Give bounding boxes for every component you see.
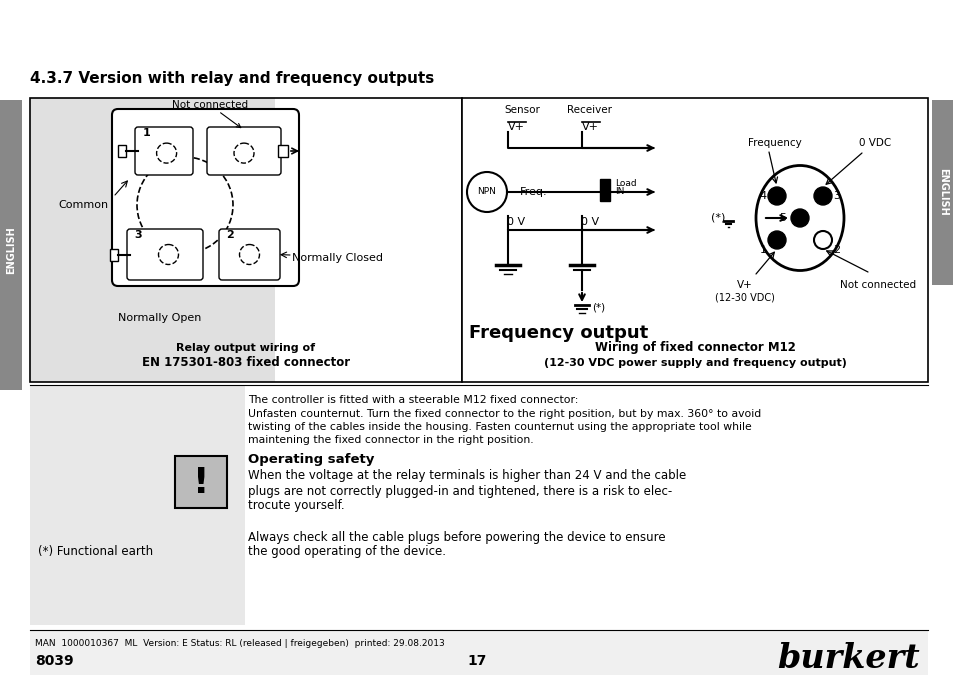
Text: Always check all the cable plugs before powering the device to ensure: Always check all the cable plugs before … (248, 531, 665, 544)
Text: V+: V+ (581, 122, 598, 132)
FancyBboxPatch shape (219, 229, 280, 280)
Bar (0, 100, 22, 390)
Text: Freq.: Freq. (519, 187, 547, 197)
Text: EN 175301-803 fixed connector: EN 175301-803 fixed connector (142, 357, 350, 370)
Text: Operating safety: Operating safety (248, 454, 374, 466)
Bar (118, 145, 126, 157)
Bar (30, 385, 245, 625)
Text: 2: 2 (833, 245, 840, 255)
Bar (30, 98, 461, 382)
Text: Receiver: Receiver (567, 105, 612, 115)
FancyBboxPatch shape (135, 127, 193, 175)
Text: Not connected: Not connected (839, 280, 915, 290)
Text: 1: 1 (759, 245, 765, 255)
Text: 3: 3 (133, 230, 141, 240)
Text: Not connected: Not connected (172, 100, 248, 128)
Text: (*): (*) (592, 303, 604, 313)
Bar (30, 98, 274, 382)
Text: maintening the fixed connector in the right position.: maintening the fixed connector in the ri… (248, 435, 533, 445)
Text: the good operating of the device.: the good operating of the device. (248, 544, 446, 557)
Text: ENGLISH: ENGLISH (937, 168, 947, 216)
Text: 5: 5 (779, 213, 785, 223)
Bar (110, 248, 118, 261)
Text: 4.3.7 Version with relay and frequency outputs: 4.3.7 Version with relay and frequency o… (30, 70, 434, 85)
Circle shape (767, 231, 785, 249)
Text: Common: Common (58, 200, 108, 210)
Text: (12-30 VDC power supply and frequency output): (12-30 VDC power supply and frequency ou… (543, 358, 845, 368)
Text: !: ! (193, 466, 209, 500)
Text: Load: Load (615, 179, 636, 188)
Circle shape (767, 187, 785, 205)
Bar (461, 98, 927, 382)
FancyBboxPatch shape (112, 109, 298, 286)
Ellipse shape (755, 165, 843, 271)
Text: Relay output wiring of: Relay output wiring of (176, 343, 315, 353)
Text: MAN  1000010367  ML  Version: E Status: RL (released | freigegeben)  printed: 29: MAN 1000010367 ML Version: E Status: RL … (35, 638, 444, 647)
Text: 3: 3 (833, 191, 840, 201)
FancyBboxPatch shape (207, 127, 281, 175)
Text: 1: 1 (143, 128, 151, 138)
Bar (277, 145, 288, 157)
Text: Sensor: Sensor (503, 105, 539, 115)
Circle shape (467, 172, 506, 212)
Text: Normally Closed: Normally Closed (292, 253, 382, 263)
Text: 17: 17 (467, 654, 486, 668)
Circle shape (813, 231, 831, 249)
Text: plugs are not correctly plugged-in and tightened, there is a risk to elec-: plugs are not correctly plugged-in and t… (248, 485, 672, 498)
Text: burkert: burkert (777, 642, 919, 676)
Text: V+: V+ (737, 280, 752, 290)
Text: twisting of the cables inside the housing. Fasten counternut using the appropria: twisting of the cables inside the housin… (248, 422, 751, 432)
Text: 8039: 8039 (35, 654, 73, 668)
Text: 4: 4 (759, 191, 766, 201)
Bar (174, 456, 227, 508)
Bar (599, 179, 609, 201)
Text: ENGLISH: ENGLISH (6, 226, 16, 274)
Text: NPN: NPN (477, 188, 496, 196)
Text: Normally Open: Normally Open (118, 313, 201, 323)
Text: 0 VDC: 0 VDC (858, 138, 890, 148)
Bar (931, 100, 953, 285)
Text: The controller is fitted with a steerable M12 fixed connector:: The controller is fitted with a steerabl… (248, 395, 578, 405)
Circle shape (813, 187, 831, 205)
Text: (*): (*) (710, 213, 724, 223)
Text: (*) Functional earth: (*) Functional earth (38, 544, 153, 557)
Bar (30, 630, 927, 675)
Text: Frequency output: Frequency output (469, 324, 648, 342)
Text: IN: IN (615, 188, 623, 196)
Text: 0 V: 0 V (580, 217, 598, 227)
Text: Wiring of fixed connector M12: Wiring of fixed connector M12 (594, 341, 795, 355)
Text: Frequency: Frequency (747, 138, 801, 148)
Text: 0 V: 0 V (506, 217, 524, 227)
Text: (12-30 VDC): (12-30 VDC) (715, 292, 774, 302)
Text: V+: V+ (507, 122, 524, 132)
FancyBboxPatch shape (127, 229, 203, 280)
Text: When the voltage at the relay terminals is higher than 24 V and the cable: When the voltage at the relay terminals … (248, 470, 685, 483)
Text: trocute yourself.: trocute yourself. (248, 498, 344, 512)
Text: Unfasten counternut. Turn the fixed connector to the right position, but by max.: Unfasten counternut. Turn the fixed conn… (248, 409, 760, 419)
Circle shape (790, 209, 808, 227)
Text: 2: 2 (226, 230, 233, 240)
